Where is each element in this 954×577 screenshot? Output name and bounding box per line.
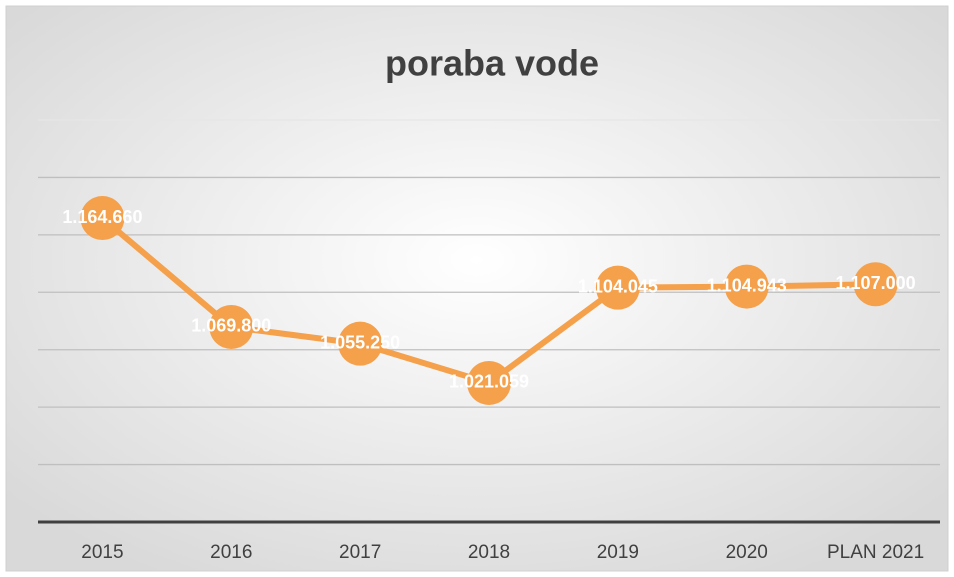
data-label: 1.069.800 <box>191 316 271 336</box>
data-point <box>724 264 769 309</box>
x-tick-label: 2016 <box>210 542 252 563</box>
data-label: 1.164.660 <box>62 207 142 227</box>
x-tick-label: 2017 <box>339 542 381 563</box>
data-point <box>209 304 254 349</box>
data-label: 1.107.000 <box>836 273 916 293</box>
x-tick-label: 2015 <box>81 542 123 563</box>
data-label: 1.104.045 <box>578 276 658 296</box>
data-point <box>595 265 640 310</box>
data-label: 1.104.943 <box>707 275 787 295</box>
data-point <box>80 196 125 241</box>
data-point <box>853 262 898 307</box>
data-label: 1.055.250 <box>320 332 400 352</box>
x-tick-label: 2019 <box>597 542 639 563</box>
data-label: 1.021.059 <box>449 372 529 392</box>
chart-title: poraba vode <box>385 43 599 84</box>
data-point <box>338 321 383 366</box>
x-tick-label: PLAN 2021 <box>827 542 924 563</box>
x-tick-label: 2020 <box>726 542 768 563</box>
data-point <box>467 360 511 405</box>
x-tick-label: 2018 <box>468 542 510 563</box>
